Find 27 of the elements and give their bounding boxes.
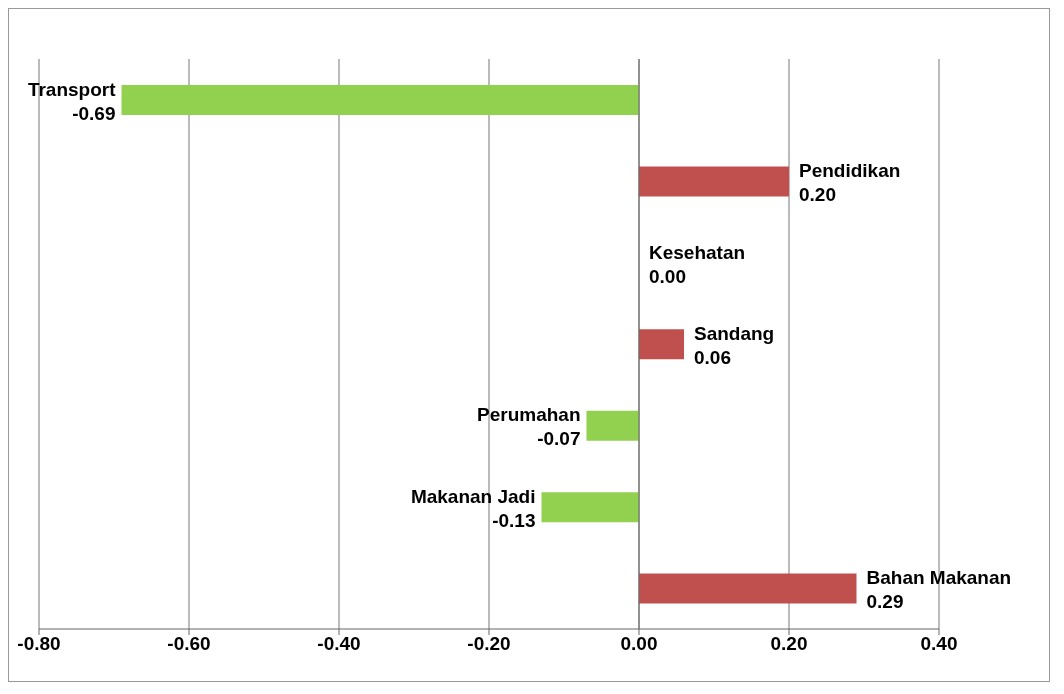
- data-label: 0.00: [649, 265, 686, 287]
- bar: [639, 573, 857, 604]
- x-tick-label: 0.20: [770, 633, 808, 655]
- x-tick-label: -0.20: [467, 633, 511, 655]
- y-tick-label: Pendidikan: [799, 160, 901, 182]
- data-label: -0.69: [72, 102, 116, 124]
- x-tick-label: -0.80: [17, 633, 61, 655]
- y-tick-label: Kesehatan: [649, 241, 746, 263]
- x-tick-label: -0.60: [167, 633, 211, 655]
- y-tick-label: Transport: [27, 78, 117, 100]
- data-label: 0.20: [799, 184, 836, 206]
- data-label: 0.29: [866, 591, 904, 613]
- x-tick-label: 0.40: [920, 633, 958, 655]
- y-tick-label: Makanan Jadi: [410, 485, 536, 507]
- data-label: -0.13: [492, 509, 536, 531]
- data-label: -0.07: [537, 428, 581, 450]
- x-tick-label: -0.40: [317, 633, 361, 655]
- y-tick-label: Sandang: [694, 323, 775, 344]
- bar: [541, 492, 639, 523]
- bar: [639, 329, 684, 360]
- data-label: 0.06: [694, 347, 731, 368]
- bar: [639, 166, 789, 197]
- y-tick-label: Perumahan: [477, 404, 581, 426]
- bar: [586, 410, 639, 441]
- bar: [121, 85, 639, 115]
- y-tick-label: Bahan Makanan: [866, 567, 1012, 589]
- x-tick-label: 0.00: [620, 633, 658, 655]
